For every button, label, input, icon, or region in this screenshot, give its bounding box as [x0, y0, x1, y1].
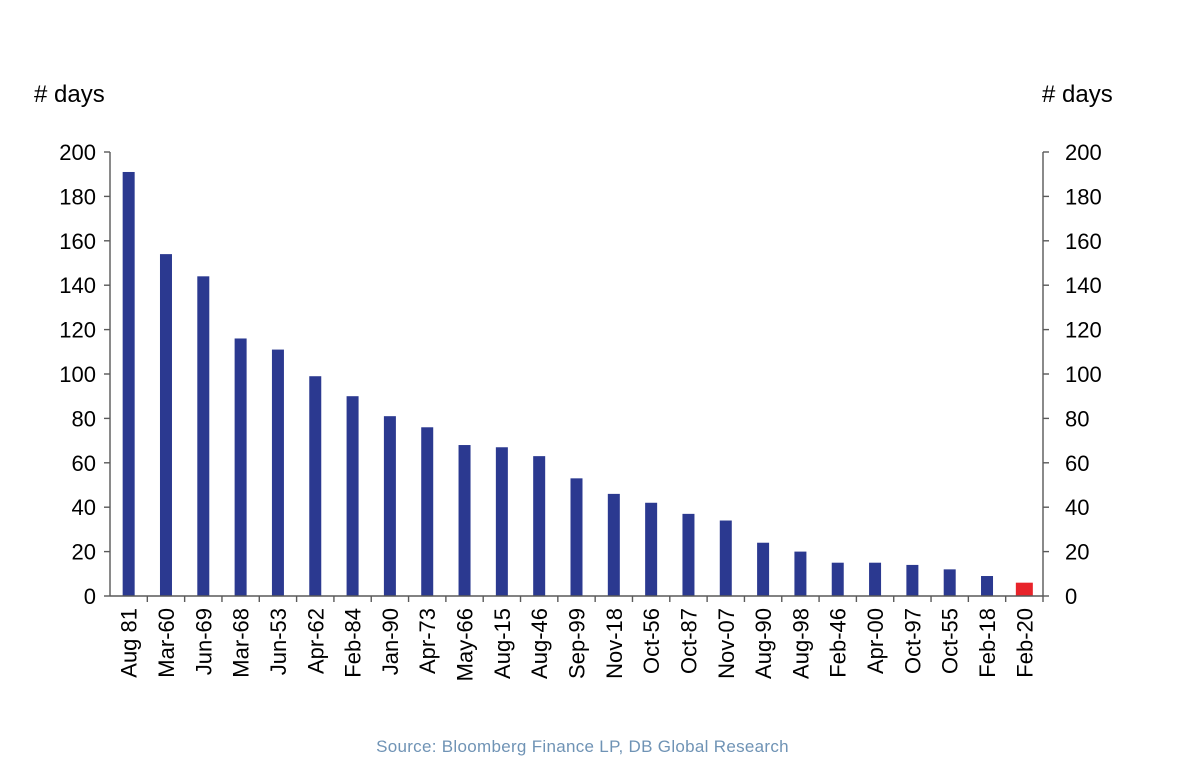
bar: [159, 254, 172, 596]
right-tick-label: 100: [1065, 362, 1102, 387]
bar-series: [122, 171, 1033, 597]
left-y-axis: 0 20 40 60 80 100 120 140 160 180 200: [59, 140, 111, 609]
category-label: May-66: [453, 608, 478, 681]
bar: [271, 349, 284, 596]
bar: [122, 171, 135, 597]
right-tick-label: 80: [1065, 406, 1089, 431]
category-label: Feb-84: [341, 608, 366, 678]
bar: [719, 520, 732, 596]
category-label: Sep-99: [565, 608, 590, 679]
right-tick-label: 20: [1065, 540, 1089, 565]
category-label: Feb-46: [826, 608, 851, 678]
bar: [346, 396, 359, 596]
right-tick-label: 200: [1065, 140, 1102, 165]
right-tick-label: 60: [1065, 451, 1089, 476]
right-tick-label: 180: [1065, 184, 1102, 209]
right-tick-label: 120: [1065, 318, 1102, 343]
left-tick-label: 40: [72, 495, 96, 520]
bar: [645, 502, 658, 596]
category-label: Aug-90: [751, 608, 776, 679]
category-label: Apr-00: [863, 608, 888, 674]
left-tick-label: 60: [72, 451, 96, 476]
bar: [607, 493, 620, 596]
category-label: Jun-69: [191, 608, 216, 675]
bar: [869, 562, 882, 596]
category-label: Jun-53: [266, 608, 291, 675]
left-tick-label: 120: [59, 318, 96, 343]
source-note: Source: Bloomberg Finance LP, DB Global …: [376, 737, 789, 756]
left-tick-label: 140: [59, 273, 96, 298]
category-label: Jan-90: [378, 608, 403, 675]
bar: [197, 276, 210, 596]
left-tick-label: 180: [59, 184, 96, 209]
category-label: Nov-18: [602, 608, 627, 679]
bar: [570, 478, 583, 596]
bar: [458, 445, 471, 596]
category-label: Oct-97: [900, 608, 925, 674]
bar: [533, 456, 546, 596]
category-label: Feb-20: [1012, 608, 1037, 678]
bar: [906, 564, 919, 596]
category-label: Apr-62: [303, 608, 328, 674]
left-tick-label: 160: [59, 229, 96, 254]
category-label: Aug 81: [117, 608, 142, 678]
highlight-bar: [1015, 582, 1033, 596]
left-tick-label: 20: [72, 540, 96, 565]
bar: [981, 576, 994, 596]
left-tick-label: 200: [59, 140, 96, 165]
bar: [309, 376, 322, 596]
category-label: Oct-87: [676, 608, 701, 674]
category-label: Feb-18: [975, 608, 1000, 678]
right-axis-unit-label: # days: [1042, 81, 1113, 108]
category-label: Oct-55: [938, 608, 963, 674]
category-label: Aug-15: [490, 608, 515, 679]
right-tick-label: 0: [1065, 584, 1077, 609]
bar: [831, 562, 844, 596]
left-axis-unit-label: # days: [34, 81, 105, 108]
right-tick-label: 40: [1065, 495, 1089, 520]
bar: [421, 427, 434, 596]
left-tick-label: 0: [84, 584, 96, 609]
bar: [682, 513, 695, 596]
category-label: Oct-56: [639, 608, 664, 674]
right-y-axis: 0 20 40 60 80 100 120 140 160 180 200: [1042, 140, 1102, 609]
bar: [383, 416, 396, 596]
left-tick-label: 80: [72, 406, 96, 431]
right-tick-label: 140: [1065, 273, 1102, 298]
category-label: Nov-07: [714, 608, 739, 679]
left-tick-label: 100: [59, 362, 96, 387]
category-label: Aug-46: [527, 608, 552, 679]
bar: [495, 447, 508, 596]
bar: [943, 569, 956, 596]
bar: [234, 338, 247, 596]
bar: [794, 551, 807, 596]
category-label: Aug-98: [788, 608, 813, 679]
x-axis: Aug 81 Mar-60 Jun-69 Mar-68 Jun-53 Apr-62 Feb-…: [110, 595, 1044, 681]
bar: [757, 542, 770, 596]
category-label: Mar-60: [154, 608, 179, 678]
category-label: Apr-73: [415, 608, 440, 674]
category-label: Mar-68: [229, 608, 254, 678]
right-tick-label: 160: [1065, 229, 1102, 254]
